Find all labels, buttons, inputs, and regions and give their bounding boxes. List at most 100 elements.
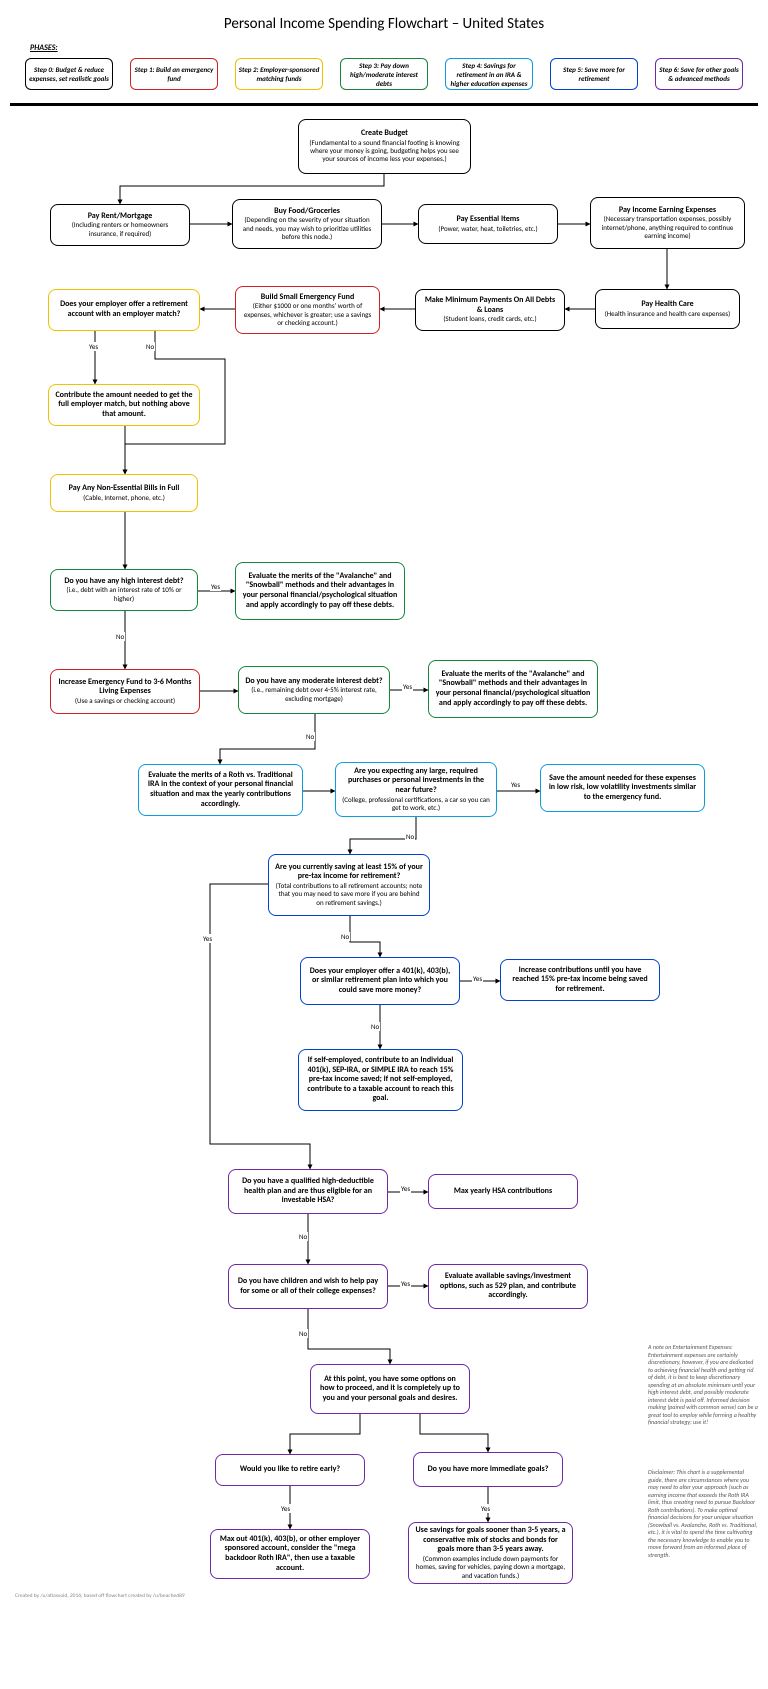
node-retire_early_q: Would you like to retire early? [215,1454,365,1486]
node-subtitle: (Cable, Internet, phone, etc.) [83,494,165,502]
legend-item: Step 5: Save more for retirement [550,58,638,90]
page-title: Personal Income Spending Flowchart – Uni… [10,15,758,33]
node-high_int_q: Do you have any high interest debt?(i.e.… [50,569,198,611]
edge-label: No [305,732,315,741]
node-subtitle: (Student loans, credit cards, etc.) [443,315,536,323]
node-subtitle: (i.e., remaining debt over 4-5% interest… [245,686,383,703]
node-hsa_max: Max yearly HSA contributions [428,1174,578,1209]
node-subtitle: (Including renters or homeowners insuran… [57,221,183,238]
node-subtitle: (College, professional certifications, a… [342,796,490,813]
node-title: Evaluate the merits of the "Avalanche" a… [435,670,591,708]
node-nonessential: Pay Any Non-Essential Bills in Full(Cabl… [50,474,198,512]
node-pay_income: Pay Income Earning Expenses(Necessary tr… [590,197,745,249]
node-ef_36: Increase Emergency Fund to 3-6 Months Li… [50,669,200,714]
node-use_savings: Use savings for goals sooner than 3-5 ye… [408,1522,573,1584]
node-subtitle: (Common examples include down payments f… [415,1555,566,1580]
node-title: Make Minimum Payments On All Debts & Loa… [422,296,558,315]
footnote-disclaimer: Disclaimer: This chart is a supplemental… [648,1469,758,1559]
node-avalanche2: Evaluate the merits of the "Avalanche" a… [428,660,598,718]
edge-label: Yes [210,582,221,591]
node-title: Evaluate available savings/investment op… [435,1272,581,1301]
node-title: Save the amount needed for these expense… [547,774,698,803]
legend-item: Step 4: Savings for retirement in an IRA… [445,58,533,90]
node-title: If self-employed, contribute to an Indiv… [305,1056,456,1104]
node-title: Does your employer offer a 401(k), 403(b… [307,967,453,996]
node-min_payments: Make Minimum Payments On All Debts & Loa… [415,289,565,331]
node-buy_food: Buy Food/Groceries(Depending on the seve… [232,199,382,249]
legend-item: Step 6: Save for other goals & advanced … [655,58,743,90]
node-options_node: At this point, you have some options on … [310,1364,470,1414]
node-self_employed: If self-employed, contribute to an Indiv… [298,1049,463,1111]
node-children_q: Do you have children and wish to help pa… [228,1264,388,1309]
edge-label: Yes [400,1184,411,1193]
node-subtitle: (Health insurance and health care expens… [605,310,731,318]
node-eval529: Evaluate available savings/investment op… [428,1264,588,1309]
node-title: Contribute the amount needed to get the … [55,391,193,420]
node-fifteen_q: Are you currently saving at least 15% of… [268,854,430,916]
node-subtitle: (i.e., debt with an interest rate of 10%… [57,586,191,603]
node-title: Do you have children and wish to help pa… [235,1277,381,1296]
node-contribute_match: Contribute the amount needed to get the … [48,384,200,426]
edge-label: No [340,932,350,941]
node-title: Use savings for goals sooner than 3-5 ye… [415,1526,566,1555]
node-avalanche1: Evaluate the merits of the "Avalanche" a… [235,562,405,620]
node-subtitle: (Depending on the severity of your situa… [239,216,375,241]
edge-label: Yes [402,682,413,691]
node-title: Evaluate the merits of a Roth vs. Tradit… [145,771,296,809]
node-pay_essential: Pay Essential Items(Power, water, heat, … [418,204,558,244]
edge-label: Yes [202,934,213,943]
node-subtitle: (Either $1000 or one months' worth of ex… [242,302,373,327]
phases-label: PHASES: [30,43,758,53]
node-title: Evaluate the merits of the "Avalanche" a… [242,572,398,610]
node-create_budget: Create Budget(Fundamental to a sound fin… [298,119,471,174]
node-title: Does your employer offer a retirement ac… [55,300,193,319]
node-small_ef: Build Small Emergency Fund(Either $1000 … [235,286,380,334]
edge-label: No [405,832,415,841]
legend-item: Step 0: Budget & reduce expenses, set re… [25,58,113,90]
node-title: Are you expecting any large, required pu… [342,767,490,796]
edge-label: Yes [400,1279,411,1288]
node-immediate_q: Do you have more immediate goals? [413,1452,563,1487]
edge-label: Yes [480,1504,491,1513]
credit-text: Created by /u/atlasvoid, 2016; based off… [15,1593,185,1599]
node-title: Do you have more immediate goals? [428,1465,549,1475]
node-lowrisk_save: Save the amount needed for these expense… [540,764,705,812]
node-mod_int_q: Do you have any moderate interest debt?(… [238,666,390,714]
flowchart-canvas: Create Budget(Fundamental to a sound fin… [10,114,758,1674]
node-subtitle: (Total contributions to all retirement a… [275,882,423,907]
node-roth_trad: Evaluate the merits of a Roth vs. Tradit… [138,764,303,816]
node-pay_rent: Pay Rent/Mortgage(Including renters or h… [50,204,190,246]
edge-label: Yes [88,342,99,351]
edge-label: No [298,1232,308,1241]
node-subtitle: (Fundamental to a sound financial footin… [305,139,464,164]
node-title: Increase Emergency Fund to 3-6 Months Li… [57,678,193,697]
node-employer_match_q: Does your employer offer a retirement ac… [48,289,200,331]
node-title: Are you currently saving at least 15% of… [275,863,423,882]
edge-label: No [370,1022,380,1031]
node-title: Would you like to retire early? [240,1465,340,1475]
node-title: Max yearly HSA contributions [454,1187,552,1197]
node-pay_health: Pay Health Care(Health insurance and hea… [595,289,740,329]
node-max401: Max out 401(k), 403(b), or other employe… [210,1529,370,1579]
edge-label: Yes [510,780,521,789]
node-title: At this point, you have some options on … [317,1375,463,1404]
node-large_purch_q: Are you expecting any large, required pu… [335,762,497,817]
node-title: Max out 401(k), 403(b), or other employe… [217,1535,363,1573]
node-subtitle: (Use a savings or checking account) [75,697,175,705]
edge-label: No [298,1329,308,1338]
node-title: Increase contributions until you have re… [507,966,653,995]
edge-label: Yes [472,974,483,983]
legend-item: Step 3: Pay down high/moderate interest … [340,58,428,90]
node-subtitle: (Necessary transportation expenses, poss… [597,215,738,240]
legend-item: Step 2: Employer-sponsored matching fund… [235,58,323,90]
footnote-entertainment: A note on Entertainment Expenses: Entert… [648,1344,758,1427]
divider [10,103,758,106]
edge-label: No [145,342,155,351]
node-increase_contrib: Increase contributions until you have re… [500,959,660,1001]
legend-row: Step 0: Budget & reduce expenses, set re… [10,53,758,95]
node-subtitle: (Power, water, heat, toiletries, etc.) [438,225,537,233]
node-hsa_q: Do you have a qualified high-deductible … [228,1169,388,1214]
legend-item: Step 1: Build an emergency fund [130,58,218,90]
node-title: Do you have a qualified high-deductible … [235,1177,381,1206]
edge-label: Yes [280,1504,291,1513]
